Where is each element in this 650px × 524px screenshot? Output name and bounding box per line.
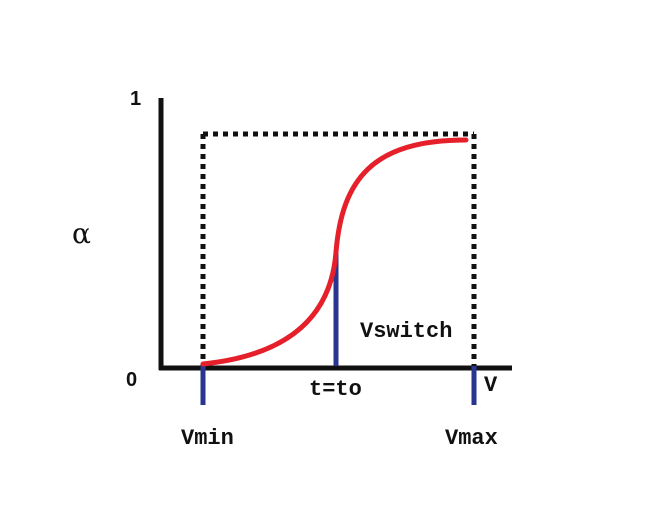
vswitch-label: Vswitch: [360, 319, 453, 344]
switching-curve: [200, 137, 469, 367]
y-max-label: 1: [130, 88, 142, 110]
y-axis-symbol: α: [72, 217, 91, 250]
y-min-label: 0: [126, 369, 138, 391]
t-to-label: t=to: [309, 377, 362, 402]
vmin-label: Vmin: [181, 426, 234, 451]
vmax-label: Vmax: [445, 426, 498, 451]
x-axis-symbol: V: [484, 373, 498, 398]
